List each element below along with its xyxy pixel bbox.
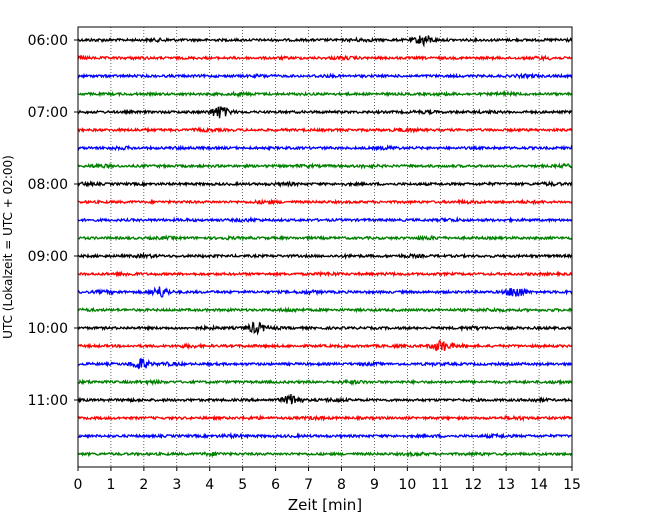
- y-tick-label-3: 09:00: [28, 249, 68, 265]
- trace-10: [77, 215, 573, 224]
- trace-12: [77, 251, 573, 260]
- trace-15: [77, 306, 573, 314]
- y-tick-label-2: 08:00: [28, 177, 68, 193]
- trace-16: [77, 321, 573, 336]
- x-tick-label-15: 15: [563, 477, 581, 493]
- trace-2: [77, 72, 573, 80]
- grid-lines: [110, 27, 540, 467]
- x-tick-label-8: 8: [337, 477, 346, 493]
- x-axis: 0 1 2 3 4 5 6 7 8 9 10 11 12 13 14 15: [74, 467, 581, 493]
- x-tick-label-2: 2: [139, 477, 148, 493]
- x-tick-label-3: 3: [172, 477, 181, 493]
- plot-frame: [77, 26, 573, 468]
- trace-8: [77, 179, 573, 188]
- x-tick-label-0: 0: [74, 477, 83, 493]
- x-tick-label-11: 11: [431, 477, 449, 493]
- trace-11: [77, 234, 573, 242]
- y-tick-label-4: 10:00: [28, 321, 68, 337]
- x-tick-label-4: 4: [205, 477, 214, 493]
- trace-9: [77, 198, 573, 206]
- x-tick-label-7: 7: [304, 477, 313, 493]
- trace-17: [77, 339, 573, 352]
- trace-6: [77, 144, 573, 152]
- trace-14: [77, 286, 573, 298]
- x-tick-label-14: 14: [530, 477, 548, 493]
- x-tick-label-5: 5: [238, 477, 247, 493]
- trace-1: [77, 54, 573, 63]
- seismic-traces: [77, 35, 573, 459]
- trace-3: [77, 89, 573, 99]
- y-axis-label: UTC (Lokalzeit = UTC + 02:00): [1, 155, 15, 339]
- trace-22: [77, 431, 573, 441]
- x-tick-label-9: 9: [370, 477, 379, 493]
- trace-0: [77, 35, 573, 48]
- x-axis-label: Zeit [min]: [288, 496, 362, 514]
- x-tick-label-6: 6: [271, 477, 280, 493]
- x-tick-label-12: 12: [464, 477, 482, 493]
- trace-23: [77, 450, 573, 459]
- trace-4: [77, 106, 573, 119]
- x-tick-label-13: 13: [497, 477, 515, 493]
- trace-7: [77, 162, 573, 170]
- trace-13: [77, 270, 573, 278]
- trace-19: [77, 378, 573, 387]
- y-axis: 06:00 07:00 08:00 09:00 10:00 11:00: [28, 33, 78, 409]
- x-tick-label-10: 10: [398, 477, 416, 493]
- y-tick-label-0: 06:00: [28, 33, 68, 49]
- trace-20: [77, 393, 573, 405]
- trace-21: [77, 414, 573, 423]
- x-tick-label-1: 1: [106, 477, 115, 493]
- y-tick-label-1: 07:00: [28, 105, 68, 121]
- trace-18: [77, 357, 573, 370]
- y-tick-label-5: 11:00: [28, 393, 68, 409]
- trace-5: [77, 126, 573, 134]
